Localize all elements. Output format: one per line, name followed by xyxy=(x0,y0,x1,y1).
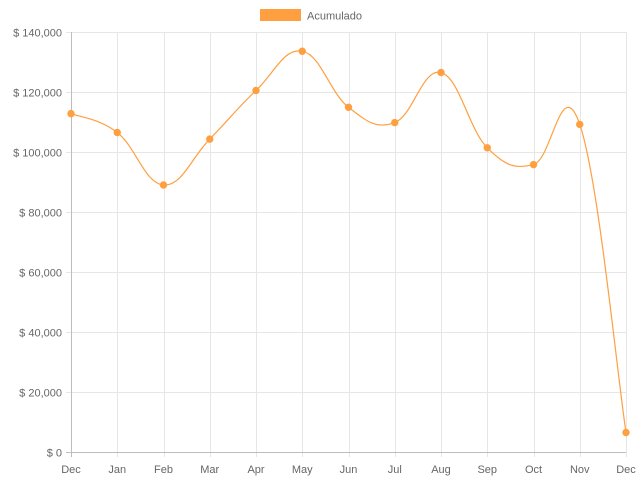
data-point[interactable] xyxy=(391,118,399,127)
y-tick-label: $ 20,000 xyxy=(19,388,62,400)
x-tick-label: Apr xyxy=(247,464,264,476)
x-tick-label: Feb xyxy=(154,464,173,476)
x-tick-label: Sep xyxy=(477,464,497,476)
data-point[interactable] xyxy=(206,135,214,143)
legend[interactable]: Acumulado xyxy=(260,9,362,23)
y-axis-ticks: $ 0 $ 20,000 $ 40,000 $ 60,000 $ 80,000 $ 100… xyxy=(13,28,62,460)
data-point[interactable] xyxy=(252,86,260,95)
data-points xyxy=(67,47,630,437)
data-point[interactable] xyxy=(67,109,75,118)
series-lines xyxy=(70,50,627,433)
y-tick-label: $ 0 xyxy=(47,448,62,460)
x-tick-label: Jul xyxy=(388,464,402,476)
x-tick-label: Jun xyxy=(340,464,358,476)
legend-swatch[interactable] xyxy=(260,9,301,21)
data-point[interactable] xyxy=(159,181,168,189)
y-tick-label: $ 80,000 xyxy=(19,208,62,220)
data-point[interactable] xyxy=(437,68,445,77)
series-line xyxy=(70,50,627,433)
x-tick-label: Mar xyxy=(200,464,219,476)
data-point[interactable] xyxy=(576,120,584,129)
x-tick-label: Aug xyxy=(431,464,451,476)
x-tick-label: Oct xyxy=(525,464,542,476)
x-tick-label: Nov xyxy=(570,464,590,476)
y-tick-label: $ 140,000 xyxy=(13,28,62,40)
y-tick-label: $ 120,000 xyxy=(13,88,62,100)
x-tick-label: Dec xyxy=(61,464,81,476)
grid xyxy=(66,32,627,457)
x-tick-label: Dec xyxy=(616,464,636,476)
data-point[interactable] xyxy=(113,128,121,137)
data-point[interactable] xyxy=(529,160,538,169)
y-tick-label: $ 60,000 xyxy=(19,268,62,280)
y-tick-label: $ 100,000 xyxy=(13,148,62,160)
data-point[interactable] xyxy=(483,144,491,152)
legend-label[interactable]: Acumulado xyxy=(307,11,362,23)
data-point[interactable] xyxy=(344,103,353,112)
axes xyxy=(71,32,626,453)
y-tick-label: $ 40,000 xyxy=(19,328,62,340)
data-point[interactable] xyxy=(298,47,306,55)
x-tick-label: May xyxy=(292,464,313,476)
x-axis-ticks: Dec Jan Feb Mar Apr May Jun Jul Aug Sep Oct Nov Dec xyxy=(61,464,636,476)
data-point[interactable] xyxy=(622,428,630,437)
x-tick-label: Jan xyxy=(108,464,126,476)
